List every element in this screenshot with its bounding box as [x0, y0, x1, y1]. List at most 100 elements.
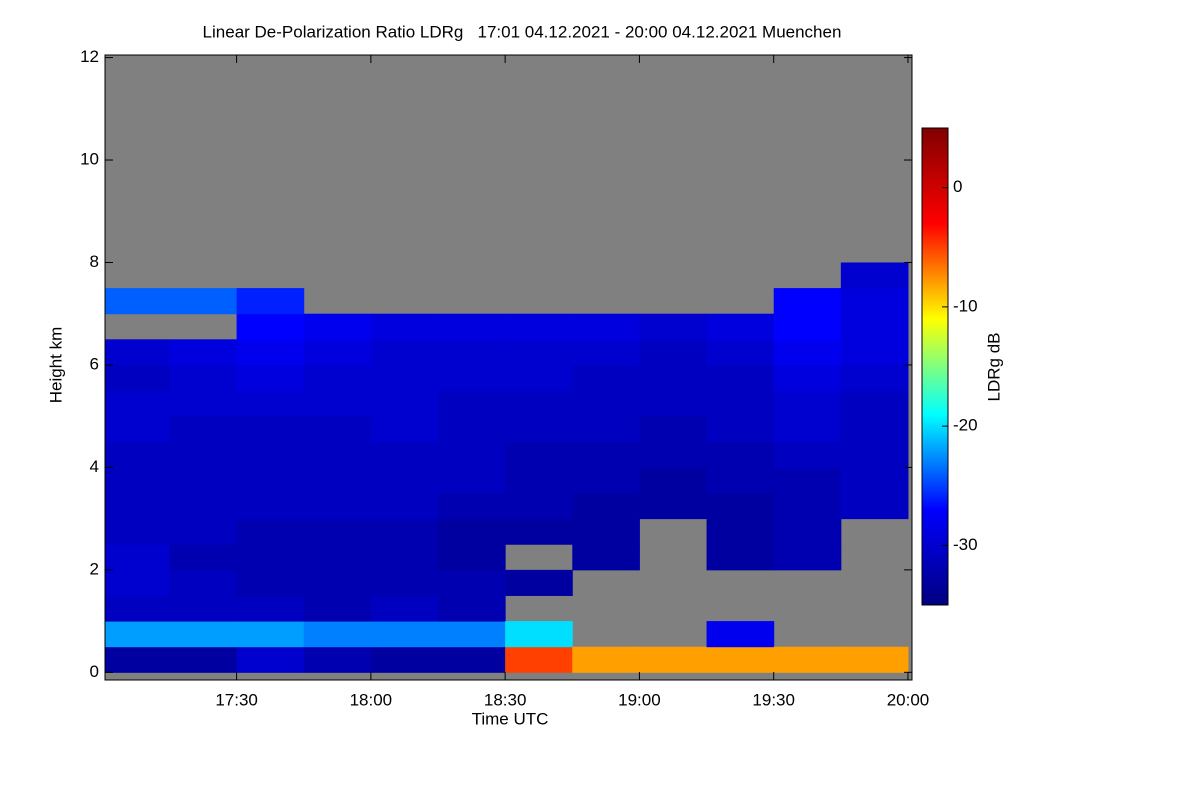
heatmap-cell: [706, 467, 775, 494]
heatmap-cell: [773, 339, 842, 366]
y-tick-label: 10: [80, 150, 99, 169]
x-tick-label: 20:00: [887, 690, 930, 709]
heatmap-cell: [169, 390, 238, 417]
heatmap-cell: [169, 518, 238, 545]
heatmap-cell: [572, 467, 640, 494]
heatmap-cell: [773, 544, 842, 571]
heatmap-cell: [105, 416, 170, 443]
heatmap-cell: [236, 646, 305, 673]
y-tick-label: 2: [90, 559, 99, 578]
heatmap-cell: [438, 646, 506, 673]
x-tick-label: 19:30: [752, 690, 795, 709]
heatmap-cell: [303, 416, 372, 443]
heatmap-cell: [840, 364, 909, 392]
chart-title: Linear De-Polarization Ratio LDRg 17:01 …: [203, 22, 842, 41]
heatmap-cell: [303, 646, 372, 673]
heatmap-cell: [505, 518, 573, 545]
heatmap-cell: [438, 467, 506, 494]
heatmap-cell: [438, 518, 506, 545]
heatmap-cell: [840, 288, 909, 315]
heatmap-cell: [706, 544, 775, 571]
heatmap-cell: [169, 416, 238, 443]
heatmap-cell: [706, 313, 775, 340]
heatmap-cell: [505, 441, 573, 468]
heatmap-cell: [169, 621, 238, 648]
heatmap-cell: [236, 569, 305, 596]
heatmap-cell: [773, 313, 842, 340]
heatmap-cell: [236, 288, 305, 315]
heatmap-cell: [840, 416, 909, 443]
heatmap-cell: [303, 569, 372, 596]
heatmap-cell: [572, 493, 640, 520]
heatmap-cell: [105, 467, 170, 494]
heatmap-cell: [303, 364, 372, 392]
heatmap-cell: [706, 646, 775, 673]
x-tick-label: 17:30: [215, 690, 258, 709]
heatmap-cell: [840, 339, 909, 366]
heatmap-cell: [505, 646, 573, 673]
heatmap-cell: [169, 467, 238, 494]
heatmap-cell: [706, 390, 775, 417]
heatmap-cell: [572, 646, 640, 673]
heatmap-cell: [706, 621, 775, 648]
heatmap-cell: [505, 313, 573, 340]
heatmap-cell: [169, 595, 238, 622]
y-tick-label: 4: [90, 457, 99, 476]
heatmap-cell: [370, 595, 439, 622]
heatmap-cell: [773, 467, 842, 494]
heatmap-cell: [105, 390, 170, 417]
heatmap-cell: [370, 569, 439, 596]
heatmap-cell: [438, 339, 506, 366]
heatmap-cell: [303, 544, 372, 571]
heatmap-cell: [639, 339, 708, 366]
heatmap-cell: [840, 262, 909, 289]
heatmap-cell: [438, 544, 506, 571]
heatmap-cell: [303, 441, 372, 468]
heatmap-cell: [370, 467, 439, 494]
heatmap-cell: [105, 595, 170, 622]
heatmap-cell: [438, 364, 506, 392]
heatmap-cell: [840, 313, 909, 340]
heatmap-cell: [105, 646, 170, 673]
y-tick-label: 0: [90, 662, 99, 681]
heatmap-cell: [370, 544, 439, 571]
plot-frame: [104, 54, 913, 681]
heatmap-cell: [236, 416, 305, 443]
heatmap-cell: [370, 416, 439, 443]
colorbar-tick-label: 0: [953, 177, 962, 196]
x-tick-label: 19:00: [618, 690, 661, 709]
heatmap-cell: [303, 621, 372, 648]
heatmap-cell: [773, 288, 842, 315]
y-tick-label: 8: [90, 252, 99, 271]
heatmap-cell: [572, 364, 640, 392]
heatmap-cell: [438, 416, 506, 443]
heatmap-cell: [236, 390, 305, 417]
heatmap-cell: [438, 441, 506, 468]
heatmap-cell: [438, 569, 506, 596]
heatmap-cell: [639, 390, 708, 417]
colorbar: [921, 127, 949, 606]
heatmap-cell: [236, 621, 305, 648]
heatmap-cell: [639, 441, 708, 468]
heatmap-cell: [169, 339, 238, 366]
heatmap-cell: [303, 467, 372, 494]
heatmap-cell: [438, 493, 506, 520]
heatmap-cell: [236, 518, 305, 545]
heatmap-cell: [773, 416, 842, 443]
heatmap-cell: [639, 493, 708, 520]
heatmap-cell: [572, 390, 640, 417]
y-axis-label: Height km: [46, 327, 65, 404]
x-tick-label: 18:30: [484, 690, 527, 709]
heatmap-cell: [370, 493, 439, 520]
heatmap-cell: [105, 364, 170, 392]
heatmap-cell: [773, 364, 842, 392]
heatmap-cell: [105, 288, 170, 315]
heatmap-cell: [303, 518, 372, 545]
colorbar-tick-label: -10: [953, 296, 978, 315]
heatmap-cell: [505, 364, 573, 392]
heatmap-cell: [840, 390, 909, 417]
heatmap-cell: [572, 313, 640, 340]
heatmap-cell: [438, 313, 506, 340]
heatmap-cell: [236, 441, 305, 468]
heatmap-cell: [169, 569, 238, 596]
